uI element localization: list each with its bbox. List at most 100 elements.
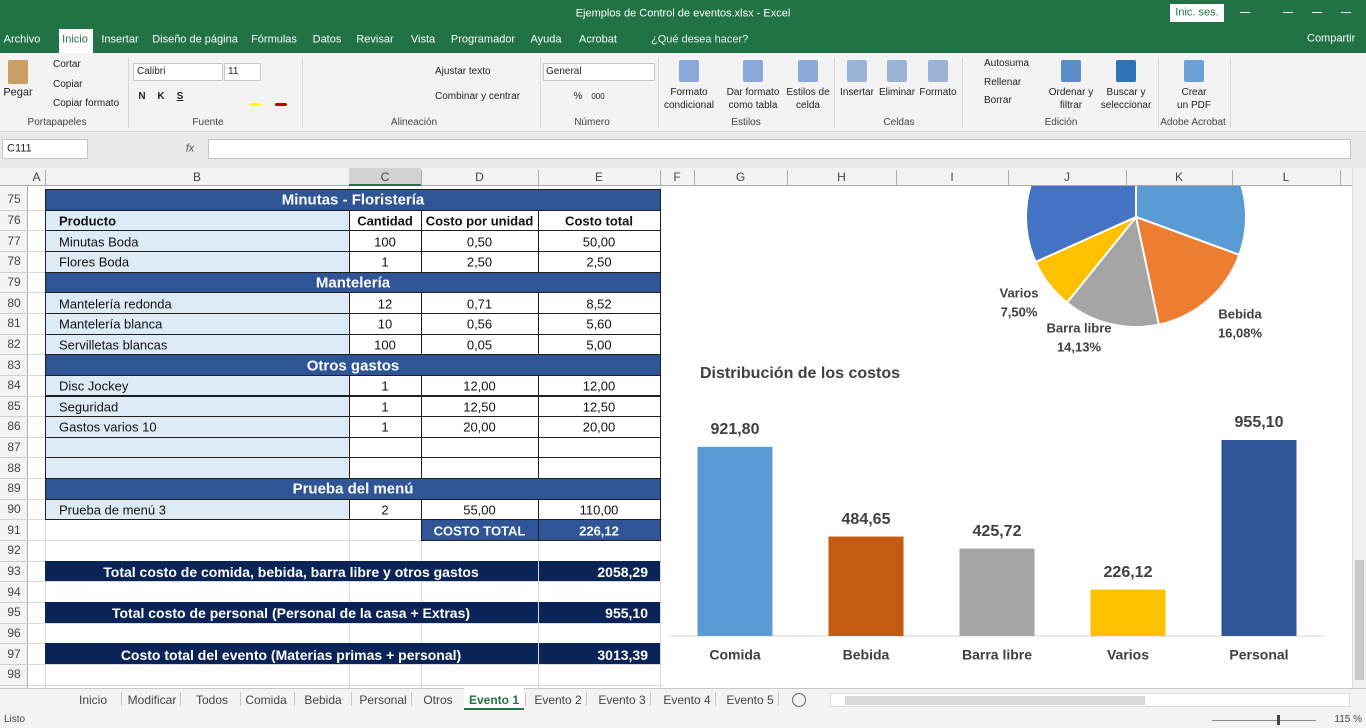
column-header: H — [837, 170, 846, 184]
column-header: E — [594, 170, 604, 184]
column-header: J — [1064, 170, 1070, 184]
summary-value: 2058,29 — [597, 564, 648, 581]
ribbon-button[interactable]: Borrar — [984, 95, 1012, 106]
bar-value-label: 226,12 — [1104, 564, 1153, 581]
percent-button[interactable]: % — [573, 91, 583, 102]
ribbon-button[interactable]: Dar formato — [726, 87, 780, 98]
column-divider — [421, 170, 422, 186]
column-header: I — [950, 170, 954, 184]
sheet-tab[interactable]: Bebida — [304, 693, 342, 707]
menu-tab[interactable]: Programador — [450, 33, 516, 46]
sheet-tab[interactable]: Otros — [423, 693, 453, 707]
row-divider — [0, 416, 28, 418]
row-header: 78 — [7, 254, 21, 269]
column-header: G — [735, 170, 746, 184]
add-sheet-button[interactable] — [792, 693, 806, 707]
sheet-tab[interactable]: Evento 5 — [726, 694, 774, 706]
ribbon-button[interactable]: condicional — [663, 100, 715, 111]
summary-value-cell — [539, 560, 660, 582]
sheet-tab[interactable]: Inicio — [78, 693, 108, 707]
cell-text: Minutas Boda — [59, 234, 139, 250]
menu-tab[interactable]: Fórmulas — [251, 33, 297, 46]
search-box[interactable]: ¿Qué desea hacer? — [651, 33, 749, 46]
menu-tab[interactable]: Revisar — [356, 33, 394, 46]
menu-tab[interactable]: Insertar — [101, 33, 139, 46]
menu-tab[interactable]: Archivo — [3, 33, 41, 46]
ribbon-button[interactable]: Copiar — [53, 79, 83, 90]
ribbon-button[interactable]: Copiar formato — [53, 98, 120, 109]
ribbon-button[interactable]: Buscar y — [1106, 87, 1146, 98]
sheet-tab[interactable]: Evento 2 — [534, 693, 582, 707]
tab-separator — [411, 692, 412, 706]
ribbon-button[interactable]: Eliminar — [878, 87, 916, 98]
tab-separator — [121, 692, 122, 706]
ribbon-icon — [249, 103, 261, 106]
section-title: Minutas - Floristería — [281, 191, 425, 209]
ribbon-button[interactable]: Estilos de — [786, 87, 830, 98]
cell-text: 20,00 — [463, 419, 496, 435]
row-divider — [0, 271, 28, 273]
cell-text: 1 — [381, 419, 389, 435]
chart-title: Distribución de los costos — [700, 365, 900, 382]
ribbon-button[interactable]: Ordenar y — [1048, 87, 1094, 98]
bar-category-label: Barra libre — [962, 647, 1032, 663]
sheet-tab[interactable]: Todos — [195, 693, 229, 707]
bar-category-label: Bebida — [843, 647, 890, 663]
sheet-tab[interactable]: Comida — [245, 693, 287, 707]
sheet-tab[interactable]: Evento 4 — [663, 693, 711, 707]
ribbon-button[interactable]: Rellenar — [984, 77, 1022, 88]
ribbon-button[interactable]: celda — [796, 100, 820, 111]
sheet-tab[interactable]: Personal — [359, 693, 407, 707]
ribbon-button[interactable]: un PDF — [1177, 100, 1211, 111]
row-divider — [0, 684, 28, 686]
font-name: Calibri — [137, 66, 166, 77]
thousands-button[interactable]: 000 — [591, 92, 605, 101]
row-header: 93 — [7, 564, 21, 579]
ribbon-icon — [8, 60, 28, 84]
row-header: 79 — [7, 274, 21, 289]
table-cell — [421, 436, 539, 459]
sheet-tab[interactable]: Evento 1 — [468, 693, 520, 707]
ribbon-button[interactable]: Combinar y centrar — [435, 91, 521, 102]
ribbon-icon — [928, 60, 948, 82]
signin-button[interactable] — [1170, 4, 1224, 22]
cell-text: Gastos varios 10 — [59, 419, 157, 435]
ribbon-button[interactable]: filtrar — [1059, 100, 1083, 111]
row-header: 86 — [7, 419, 21, 434]
column-header: F — [673, 170, 681, 184]
menu-tab[interactable]: Datos — [312, 33, 342, 46]
ribbon-button[interactable]: seleccionar — [1100, 100, 1152, 111]
menu-tab[interactable]: Inicio — [62, 33, 88, 46]
pie-label: Varios — [999, 285, 1038, 300]
cell-text: Servilletas blancas — [59, 337, 168, 353]
italic-button[interactable]: K — [157, 91, 165, 102]
underline-button[interactable]: S — [176, 91, 184, 102]
row-header: 90 — [7, 502, 21, 517]
pie-slice — [1134, 215, 1241, 326]
pie-slice — [1135, 186, 1247, 257]
section-title: Otros gastos — [306, 357, 400, 375]
share-button[interactable]: Compartir — [1307, 32, 1356, 45]
menu-tab[interactable]: Acrobat — [579, 33, 617, 46]
menu-tab[interactable]: Ayuda — [530, 33, 562, 46]
bold-button[interactable]: N — [138, 91, 146, 102]
row-header: 94 — [7, 584, 21, 599]
ribbon-button[interactable]: Cortar — [53, 59, 81, 70]
cell-text: Producto — [59, 213, 117, 229]
ribbon-button[interactable]: Autosuma — [984, 58, 1030, 69]
ribbon-button[interactable]: Insertar — [840, 87, 874, 98]
sheet-tab[interactable]: Modificar — [127, 693, 177, 707]
menu-tab[interactable]: Diseño de página — [152, 33, 238, 46]
ribbon-button[interactable]: Crear — [1181, 87, 1207, 98]
gridline-row — [28, 684, 662, 686]
ribbon-button[interactable]: Formato — [919, 87, 957, 98]
ribbon-button[interactable]: Formato — [670, 87, 708, 98]
ribbon-button[interactable]: Ajustar texto — [435, 66, 491, 77]
tab-separator — [294, 692, 295, 706]
row-header: 88 — [7, 460, 21, 475]
sheet-tab[interactable]: Evento 3 — [598, 693, 646, 707]
menu-tab[interactable]: Vista — [410, 33, 436, 46]
ribbon-button[interactable]: Pegar — [3, 86, 33, 99]
window-control — [1283, 12, 1293, 13]
ribbon-button[interactable]: como tabla — [728, 100, 778, 111]
